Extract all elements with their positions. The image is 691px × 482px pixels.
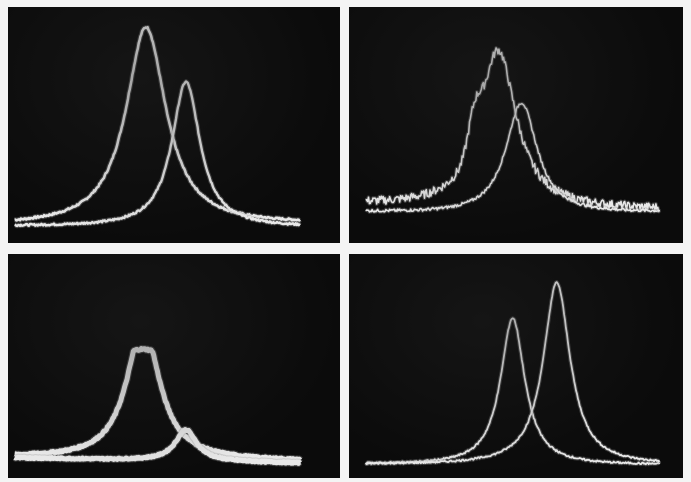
trace-curve-a — [13, 346, 303, 463]
trace-plot-bottom-right — [364, 280, 662, 467]
trace-curve-b — [13, 427, 302, 466]
oscilloscope-panel-bottom-right — [349, 254, 683, 478]
trace-curve-a — [365, 317, 661, 466]
trace-curve-a — [365, 47, 661, 213]
oscilloscope-panel-top-left — [8, 7, 340, 243]
trace-plot-top-right — [364, 46, 662, 214]
trace-curve-a — [14, 26, 301, 222]
oscilloscope-panel-top-right — [349, 7, 683, 243]
trace-glow-a — [364, 46, 662, 214]
trace-curve-b — [14, 80, 301, 228]
trace-plot-top-left — [13, 24, 302, 229]
trace-curve-b — [364, 281, 661, 465]
oscilloscope-panel-bottom-left — [8, 254, 340, 478]
trace-plot-bottom-left — [11, 344, 303, 467]
trace-curve-b — [365, 102, 661, 213]
trace-glow-b — [13, 79, 302, 229]
trace-glow-b — [364, 280, 662, 466]
